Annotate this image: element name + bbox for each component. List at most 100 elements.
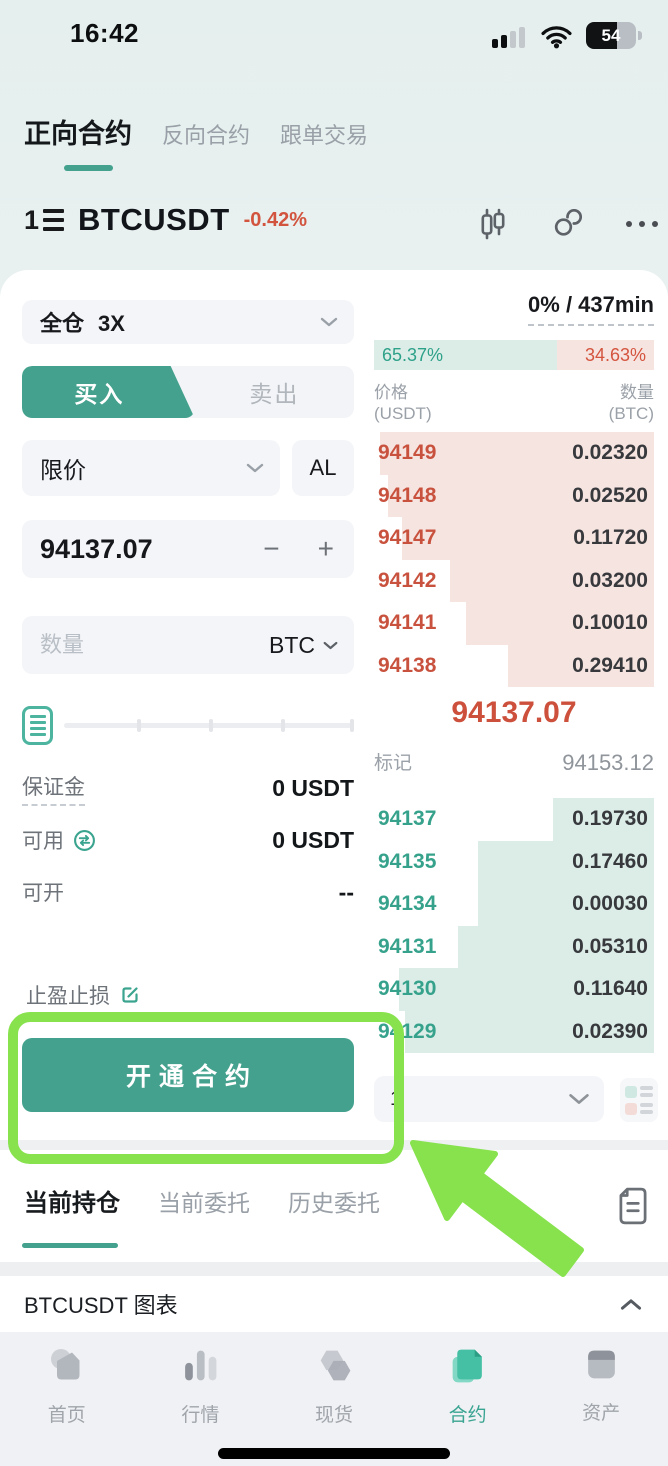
price-input[interactable] [40, 533, 210, 565]
open-contract-button[interactable]: 开通合约 [22, 1038, 354, 1112]
tab-当前委托[interactable]: 当前委托 [158, 1190, 250, 1216]
price-plus-button[interactable]: + [317, 533, 334, 564]
more-options-icon[interactable] [626, 221, 658, 227]
buy-tab[interactable]: 买入 [22, 366, 195, 418]
quantity: 0.05310 [572, 934, 648, 958]
bid-row[interactable]: 94137 0.19730 [374, 798, 654, 841]
ask-row[interactable]: 94141 0.10010 [374, 602, 654, 645]
chevron-down-icon [323, 641, 338, 649]
slider-track[interactable] [64, 723, 352, 728]
depth-bar [402, 517, 654, 560]
price: 94131 [378, 934, 437, 958]
info-row: 保证金 0 USDT [22, 762, 354, 814]
info-label: 保证金 [22, 771, 85, 806]
nav-现货[interactable]: 现货 [267, 1332, 401, 1466]
quantity: 0.11640 [573, 977, 648, 1001]
quantity-input[interactable] [40, 632, 190, 658]
chevron-down-icon [569, 1094, 589, 1104]
price: 94134 [378, 892, 437, 916]
price: 94130 [378, 977, 437, 1001]
depth-bar [477, 883, 654, 926]
quantity: 0.19730 [572, 807, 648, 831]
orders-history-icon[interactable] [616, 1186, 650, 1226]
tab-历史委托[interactable]: 历史委托 [288, 1190, 380, 1216]
tick-size-select[interactable]: 1 [374, 1076, 604, 1122]
tab-跟单交易[interactable]: 跟单交易 [280, 123, 369, 148]
quantity: 0.03200 [572, 568, 648, 592]
depth-bar [553, 798, 654, 841]
ask-row[interactable]: 94142 0.03200 [374, 559, 654, 602]
order-book-header: 价格 (USDT) 数量 (BTC) [374, 383, 654, 423]
price: 94149 [378, 441, 437, 465]
nav-资产[interactable]: 资产 [534, 1332, 668, 1466]
depth-bar [477, 840, 654, 883]
info-value: 0 USDT [272, 774, 354, 801]
tab-正向合约[interactable]: 正向合约 [24, 119, 132, 149]
order-type-select[interactable]: 限价 [22, 440, 280, 496]
nav-合约[interactable]: 合约 [401, 1332, 535, 1466]
nav-首页[interactable]: 首页 [0, 1332, 134, 1466]
chart-section-header[interactable]: BTCUSDT 图表 [0, 1276, 668, 1332]
slider-tick [209, 719, 213, 732]
price: 94147 [378, 526, 437, 550]
info-value: -- [338, 878, 354, 905]
bottom-nav: 首页 行情 现货 合约 资产 [0, 1332, 668, 1466]
tick-size-value: 1 [390, 1087, 402, 1110]
bid-row[interactable]: 94135 0.17460 [374, 840, 654, 883]
symbol-list-icon[interactable]: 1 [24, 206, 65, 234]
tab-当前持仓[interactable]: 当前持仓 [24, 1190, 120, 1217]
bid-rows: 94137 0.19730 94135 0.17460 94134 0.00030 9413… [374, 798, 654, 1053]
spot-icon [312, 1345, 355, 1392]
assets-icon [582, 1345, 621, 1390]
depth-bar [379, 432, 654, 475]
amount-slider [22, 704, 354, 748]
margin-info-rows: 保证金 0 USDT 可用 0 USDT 可开 -- [22, 762, 354, 918]
buy-sell-toggle: 买入 卖出 [22, 366, 354, 418]
price: 94138 [378, 653, 437, 677]
margin-mode-select[interactable]: 全仓 3X [22, 300, 354, 344]
nav-行情[interactable]: 行情 [134, 1332, 268, 1466]
ask-row[interactable]: 94148 0.02520 [374, 474, 654, 517]
quantity-field: BTC [22, 616, 354, 674]
quantity-unit-select[interactable]: BTC [269, 632, 338, 659]
slider-handle[interactable] [22, 706, 53, 745]
ask-row[interactable]: 94149 0.02320 [374, 432, 654, 475]
futures-icon [447, 1345, 488, 1392]
sell-tab[interactable]: 卖出 [249, 381, 300, 407]
chevron-up-icon [620, 1298, 642, 1310]
ask-row[interactable]: 94138 0.29410 [374, 644, 654, 687]
price-field: − + [22, 520, 354, 578]
long-ratio: 65.37% [374, 340, 558, 370]
bid-row[interactable]: 94134 0.00030 [374, 883, 654, 926]
tpsl-label: 止盈止损 [26, 985, 110, 1008]
al-button[interactable]: AL [292, 440, 354, 496]
info-label: 可用 [22, 825, 96, 855]
ask-row[interactable]: 94147 0.11720 [374, 517, 654, 560]
short-ratio: 34.63% [557, 340, 654, 370]
gap-band [0, 1262, 668, 1276]
symbol-name[interactable]: BTCUSDT [78, 202, 230, 237]
bid-row[interactable]: 94131 0.05310 [374, 925, 654, 968]
active-tab-underline [64, 165, 113, 171]
quantity: 0.00030 [572, 892, 648, 916]
price-minus-button[interactable]: − [263, 533, 280, 564]
tab-反向合约[interactable]: 反向合约 [162, 123, 251, 148]
tpsl-toggle[interactable]: 止盈止损 [26, 980, 141, 1010]
depth-view-icon[interactable] [620, 1078, 658, 1122]
transfer-icon[interactable] [73, 829, 96, 852]
price: 94135 [378, 849, 437, 873]
markets-icon [180, 1345, 221, 1392]
info-label: 可开 [22, 882, 64, 905]
positions-active-underline [22, 1243, 118, 1248]
nav-label: 资产 [582, 1403, 621, 1424]
nav-label: 合约 [448, 1405, 487, 1426]
candlestick-chart-icon[interactable] [478, 208, 508, 240]
link-icon[interactable] [552, 209, 582, 239]
bid-row[interactable]: 94130 0.11640 [374, 968, 654, 1011]
depth-bar [388, 474, 654, 517]
leverage-label: 3X [98, 311, 125, 336]
chevron-down-icon [246, 463, 264, 473]
bid-row[interactable]: 94129 0.02390 [374, 1010, 654, 1053]
ask-rows: 94149 0.02320 94148 0.02520 94147 0.11720 9414… [374, 432, 654, 687]
